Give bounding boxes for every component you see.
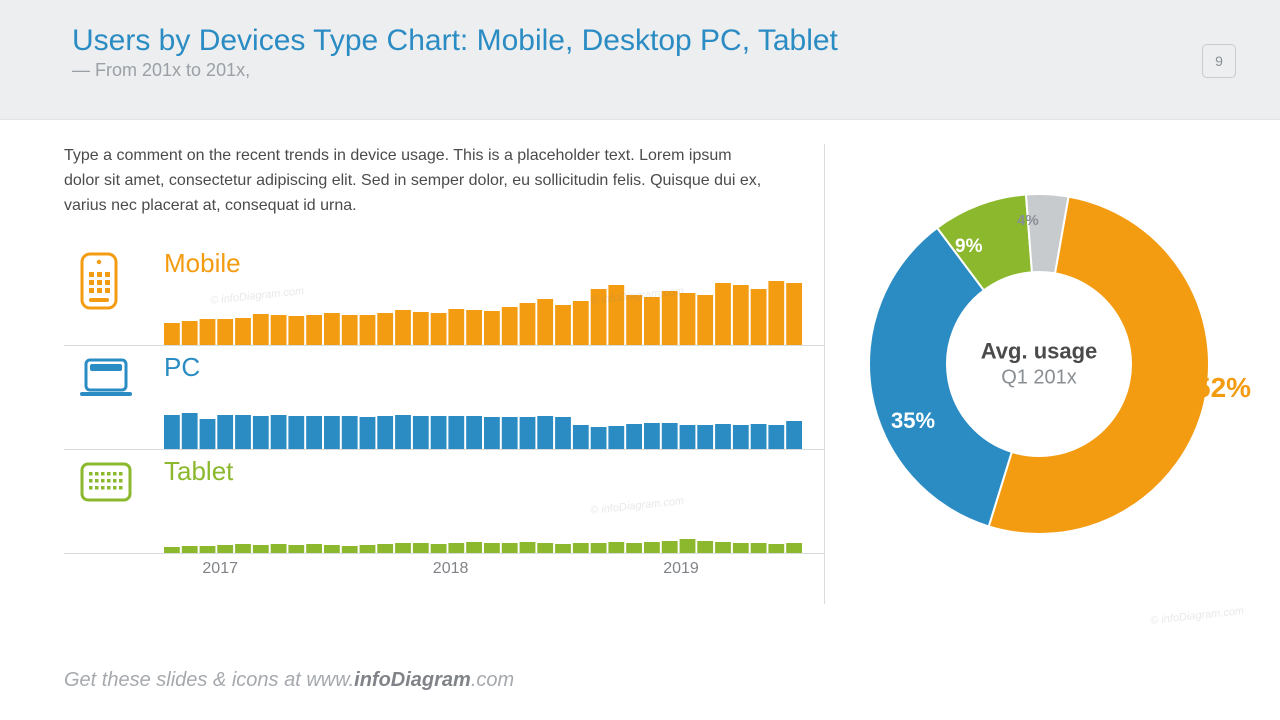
donut-slice-label: 52%	[1195, 372, 1251, 404]
x-axis-label: 2017	[202, 560, 238, 578]
x-axis-label: 2018	[433, 560, 469, 578]
slide-title: Users by Devices Type Chart: Mobile, Des…	[72, 24, 1220, 58]
sparkline-mobile	[164, 265, 824, 345]
right-panel: Avg. usage Q1 201x 52%35%9%4%	[824, 144, 1244, 584]
watermark: © infoDiagram.com	[1150, 605, 1245, 627]
series-row-pc: PC	[64, 346, 824, 450]
sparkline-pc	[164, 369, 824, 449]
mobile-icon	[76, 252, 122, 310]
tablet-icon	[76, 460, 136, 511]
vertical-separator	[824, 144, 825, 604]
x-axis: 2017 2018 2019	[164, 554, 824, 584]
laptop-icon	[76, 356, 136, 407]
tablet-icon	[76, 460, 136, 506]
mobile-icon	[76, 252, 122, 315]
donut-center: Avg. usage Q1 201x	[981, 339, 1098, 390]
donut-slice-label: 9%	[955, 236, 982, 258]
left-panel: Type a comment on the recent trends in d…	[64, 144, 824, 584]
donut-chart: Avg. usage Q1 201x 52%35%9%4%	[859, 184, 1219, 544]
donut-center-title: Avg. usage	[981, 339, 1098, 365]
laptop-icon	[76, 356, 136, 402]
series-row-mobile: Mobile	[64, 242, 824, 346]
donut-slice-label: 35%	[891, 408, 935, 434]
x-axis-label: 2019	[663, 560, 699, 578]
donut-slice-label: 4%	[1017, 212, 1039, 229]
donut-center-sub: Q1 201x	[981, 367, 1098, 390]
series-row-tablet: Tablet	[64, 450, 824, 554]
slide-header: Users by Devices Type Chart: Mobile, Des…	[0, 0, 1280, 120]
page-number: 9	[1202, 44, 1236, 78]
footer-credit: Get these slides & icons at www.infoDiag…	[64, 669, 514, 692]
sparkline-tablet	[164, 473, 824, 553]
slide-subtitle: — From 201x to 201x,	[72, 60, 1220, 81]
comment-text: Type a comment on the recent trends in d…	[64, 144, 764, 218]
